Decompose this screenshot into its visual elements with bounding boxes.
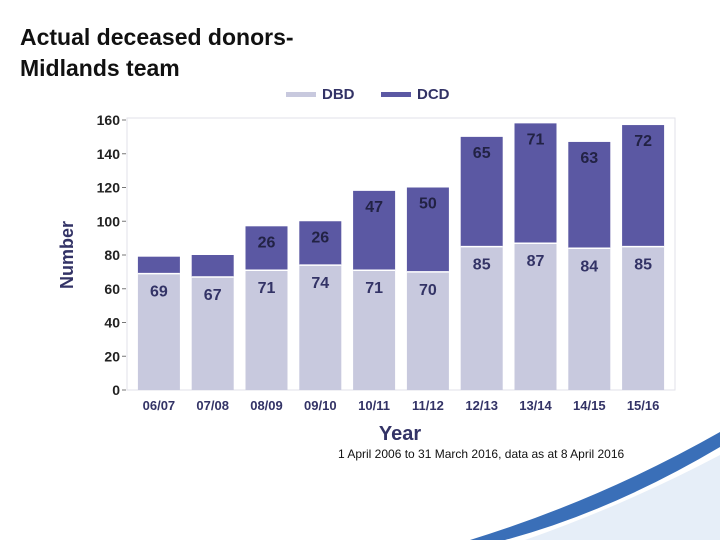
data-label-dcd: 26: [311, 229, 329, 246]
bar-dbd: [245, 270, 288, 390]
swoosh-band-light: [525, 455, 720, 540]
x-tick-label: 10/11: [358, 398, 390, 413]
bar-dbd: [514, 243, 557, 390]
x-tick-label: 13/14: [519, 398, 552, 413]
bar-dcd: [568, 141, 611, 249]
legend-label-dcd: DCD: [417, 86, 450, 103]
bar-dcd: [191, 255, 234, 277]
bar-dbd: [568, 248, 611, 390]
y-tick-label: 100: [97, 213, 121, 229]
bar-dbd: [406, 271, 449, 390]
data-label-dbd: 85: [473, 257, 491, 274]
x-tick-label: 15/16: [627, 398, 660, 413]
y-tick-label: 80: [104, 247, 120, 263]
bar-dbd: [353, 270, 396, 390]
data-label-dbd: 70: [419, 282, 437, 299]
y-tick-label: 40: [104, 315, 120, 331]
bar-dcd: [460, 136, 503, 247]
bar-dcd: [406, 187, 449, 272]
bar-dbd: [299, 265, 342, 390]
bar-dcd: [353, 190, 396, 271]
x-tick-label: 11/12: [412, 398, 444, 413]
bar-dbd: [137, 273, 180, 390]
y-tick-label: 160: [97, 112, 121, 128]
data-label-dbd: 69: [150, 284, 168, 301]
data-label-dcd: 65: [473, 145, 491, 162]
plot-frame: [126, 117, 676, 391]
bar-dcd: [514, 123, 557, 244]
x-axis-title: Year: [379, 423, 421, 445]
chart: 0 20 40 60 80 100 120 140 160 Number 69 06/07 67 07/0…: [57, 86, 676, 445]
y-tick-label: 140: [97, 146, 121, 162]
data-label-dbd: 74: [311, 275, 329, 292]
title-line-1: Actual deceased donors-: [20, 24, 294, 50]
footnote: 1 April 2006 to 31 March 2016, data as a…: [338, 447, 625, 461]
x-tick-label: 06/07: [143, 398, 176, 413]
data-label-dcd: 71: [527, 131, 545, 148]
x-tick-label: 14/15: [573, 398, 606, 413]
data-label-dbd: 84: [580, 258, 598, 275]
bar-dcd: [622, 125, 665, 247]
x-tick-label: 09/10: [304, 398, 337, 413]
chart-title: Actual deceased donors- Midlands team: [20, 22, 294, 84]
x-tick-label: 08/09: [250, 398, 283, 413]
bar-dcd: [245, 226, 288, 271]
bar-dbd: [622, 246, 665, 390]
data-label-dbd: 87: [527, 253, 545, 270]
y-tick-label: 0: [112, 382, 120, 398]
data-label-dbd: 67: [204, 287, 222, 304]
data-label-dcd: 72: [634, 133, 652, 150]
data-label-dbd: 85: [634, 257, 652, 274]
data-label-dcd: 63: [580, 150, 598, 167]
title-line-2: Midlands team: [20, 55, 180, 81]
data-label-dcd: 26: [258, 234, 276, 251]
x-tick-label: 12/13: [465, 398, 498, 413]
bar-dcd: [137, 256, 180, 274]
bar-dbd: [460, 246, 503, 390]
data-label-dcd: 50: [419, 196, 437, 213]
x-tick-label: 07/08: [196, 398, 229, 413]
legend-swatch-dcd: [381, 92, 411, 97]
legend-swatch-dbd: [286, 92, 316, 97]
data-label-dbd: 71: [365, 280, 383, 297]
y-tick-label: 20: [104, 348, 120, 364]
bar-dbd: [191, 276, 234, 390]
y-tick-label: 60: [104, 281, 120, 297]
y-axis-title: Number: [57, 221, 77, 289]
data-label-dbd: 71: [258, 280, 276, 297]
data-label-dcd: 47: [365, 199, 383, 216]
legend-label-dbd: DBD: [322, 86, 355, 103]
y-tick-label: 120: [97, 180, 121, 196]
bar-dcd: [299, 221, 342, 266]
